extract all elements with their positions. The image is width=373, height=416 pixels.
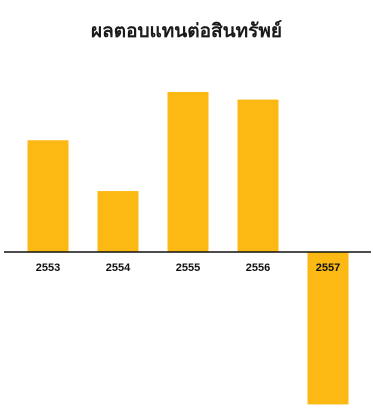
- x-tick-label-2555: 2555: [176, 262, 200, 274]
- bar-2557: [307, 252, 349, 405]
- x-tick-label-2557: 2557: [316, 262, 340, 274]
- bar-2555: [167, 91, 209, 252]
- x-tick-label-2556: 2556: [246, 262, 270, 274]
- bars-group: [27, 91, 349, 405]
- bar-2554: [97, 191, 139, 252]
- tick-labels-group: 2553 2554 2555 2556 2557: [36, 262, 340, 274]
- x-tick-label-2554: 2554: [106, 262, 131, 274]
- bar-2553: [27, 140, 69, 252]
- x-tick-label-2553: 2553: [36, 262, 60, 274]
- bar-2556: [237, 99, 279, 252]
- chart-title: ผลตอบแทนต่อสินทรัพย์: [90, 20, 283, 42]
